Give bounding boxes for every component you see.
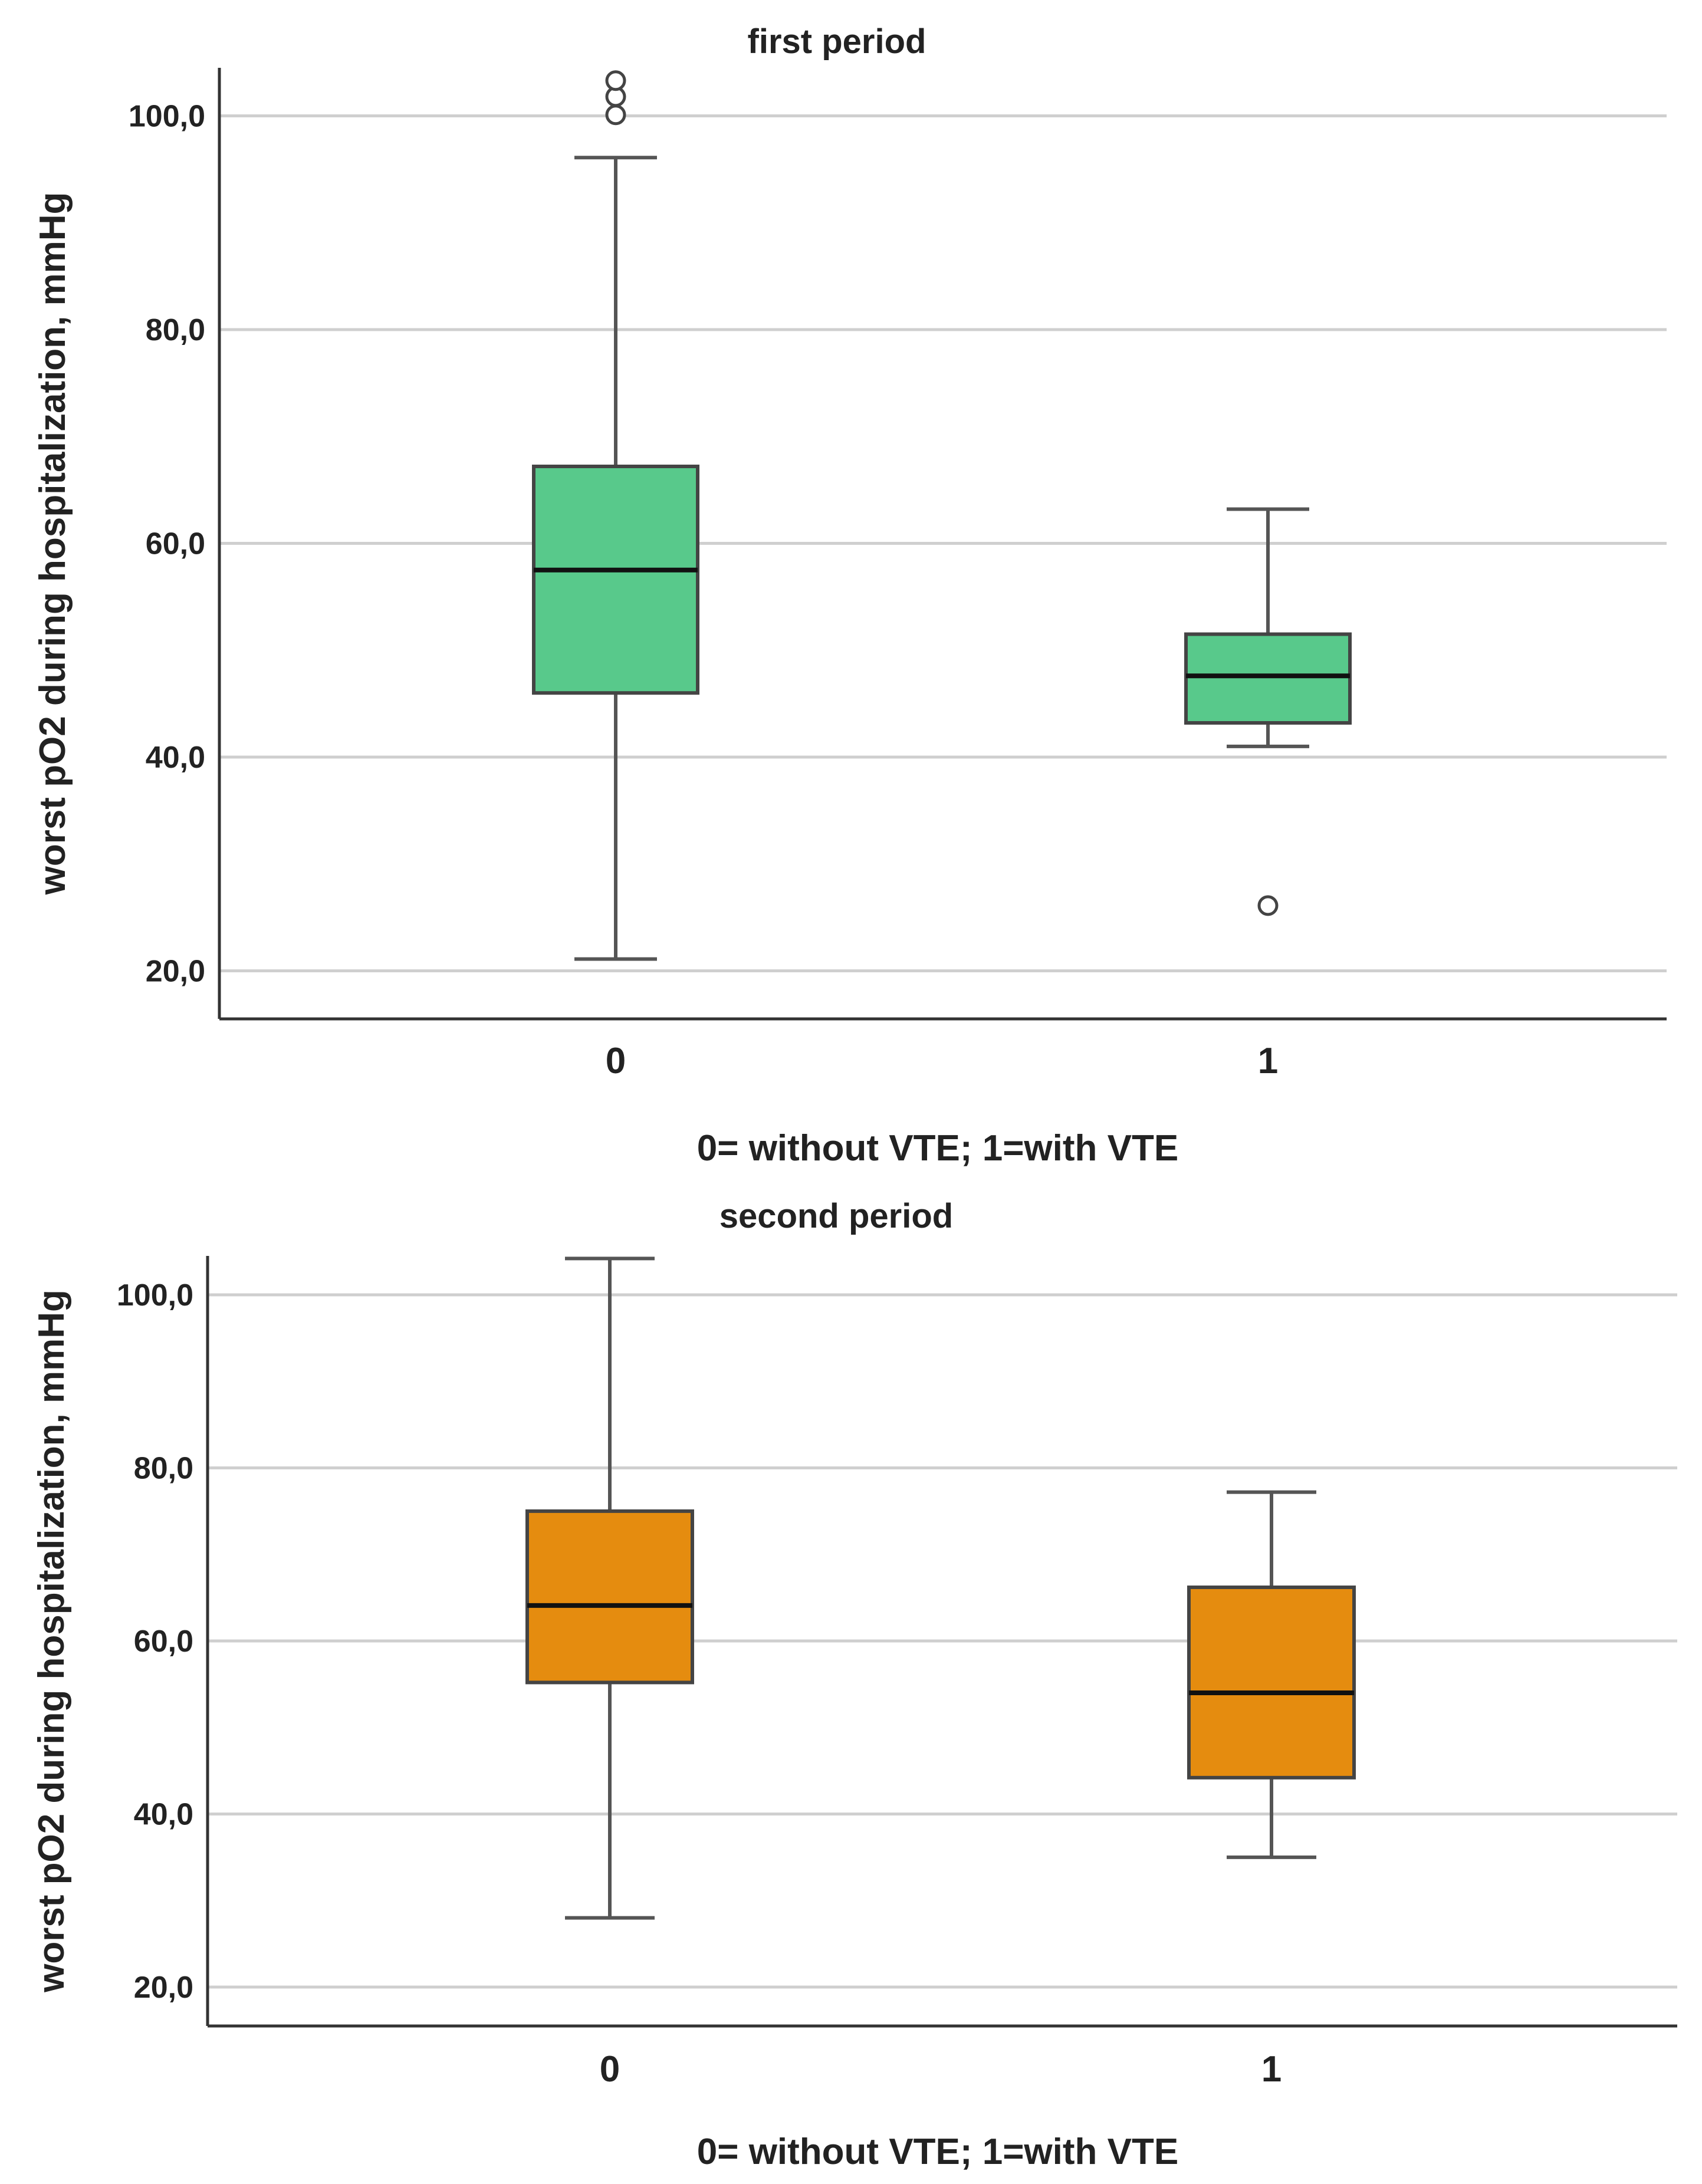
iqr-box — [1187, 1586, 1356, 1780]
outlier-point — [605, 70, 626, 91]
x-tick-label: 1 — [1258, 1041, 1278, 1081]
x-tick-label: 0 — [600, 2049, 620, 2090]
y-tick-label: 20,0 — [146, 954, 205, 988]
y-axis-label: worst pO2 during hospitalization, mmHg — [32, 192, 73, 896]
x-axis-label: 0= without VTE; 1=with VTE — [697, 2132, 1178, 2172]
chart-title: second period — [719, 1197, 953, 1235]
y-axis-label: worst pO2 during hospitalization, mmHg — [31, 1290, 72, 1993]
chart-title: first period — [748, 22, 926, 61]
chart-second-period: 20,0 40,0 60,0 80,0 100,0 second period worst … — [31, 1197, 1677, 2172]
outlier-point — [1257, 895, 1279, 916]
x-axis-label: 0= without VTE; 1=with VTE — [697, 1128, 1178, 1169]
iqr-box — [525, 1509, 694, 1685]
iqr-box — [1184, 632, 1352, 725]
outlier-point — [605, 104, 626, 126]
iqr-box — [532, 465, 699, 695]
y-tick-label: 20,0 — [134, 1971, 193, 2005]
y-tick-label: 60,0 — [146, 527, 205, 561]
y-tick-label: 100,0 — [117, 1278, 193, 1313]
x-tick-label: 0 — [606, 1041, 626, 1081]
y-tick-label: 80,0 — [134, 1452, 193, 1486]
chart-first-period: 20,0 40,0 60,0 80,0 100,0 first period worst p… — [32, 22, 1667, 1169]
y-tick-label: 40,0 — [134, 1797, 193, 1831]
y-tick-label: 40,0 — [146, 741, 205, 775]
y-tick-label: 60,0 — [134, 1624, 193, 1659]
y-tick-label: 100,0 — [129, 100, 205, 134]
x-tick-label: 1 — [1261, 2049, 1282, 2090]
y-tick-label: 80,0 — [146, 313, 205, 347]
